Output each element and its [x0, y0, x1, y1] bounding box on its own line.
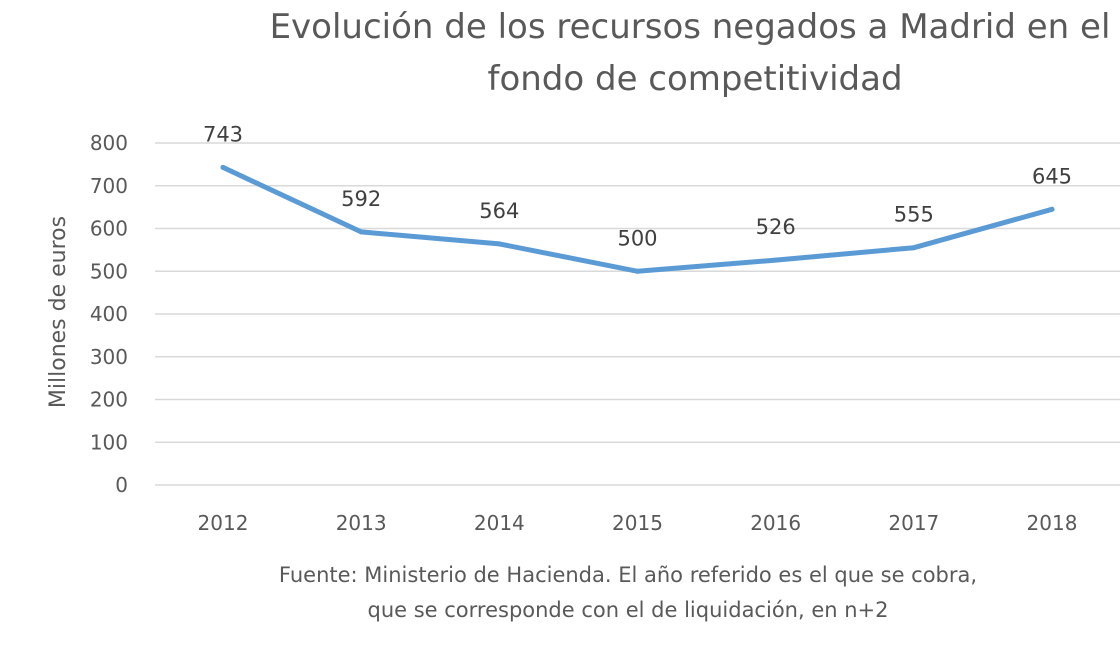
source-note-line-1: Fuente: Ministerio de Hacienda. El año r…	[279, 563, 977, 587]
x-tick-label: 2013	[336, 511, 387, 535]
data-point	[911, 245, 917, 251]
y-axis-ticks: 0 100 200 300 400 500 600 700 800	[90, 131, 128, 497]
data-point	[773, 257, 779, 263]
data-label: 564	[479, 199, 519, 223]
y-tick-label: 200	[90, 388, 128, 412]
data-point	[496, 241, 502, 247]
data-label: 500	[617, 226, 657, 250]
data-point	[358, 229, 364, 235]
x-tick-label: 2012	[198, 511, 249, 535]
chart-title-line-1: Evolución de los recursos negados a Madr…	[270, 7, 1111, 47]
x-tick-label: 2016	[750, 511, 801, 535]
y-tick-label: 800	[90, 131, 128, 155]
source-note-line-2: que se corresponde con el de liquidación…	[367, 598, 888, 622]
gridlines	[155, 142, 1120, 486]
x-tick-label: 2017	[888, 511, 939, 535]
y-tick-label: 600	[90, 217, 128, 241]
x-tick-label: 2015	[612, 511, 663, 535]
data-label: 592	[341, 187, 381, 211]
y-tick-label: 100	[90, 430, 128, 454]
data-point	[635, 268, 640, 274]
data-point	[220, 164, 226, 170]
y-tick-label: 700	[90, 174, 128, 198]
series-group	[220, 164, 1055, 274]
source-note: Fuente: Ministerio de Hacienda. El año r…	[279, 563, 977, 622]
data-label: 645	[1032, 164, 1072, 188]
y-axis-title: Millones de euros	[46, 216, 71, 408]
data-label: 555	[894, 203, 934, 227]
x-tick-label: 2014	[474, 511, 525, 535]
data-label: 743	[203, 122, 243, 146]
data-point	[1049, 206, 1055, 212]
x-axis-ticks: 2012 2013 2014 2015 2016 2017 2018	[198, 511, 1078, 535]
y-tick-label: 500	[90, 259, 128, 283]
data-label: 526	[756, 215, 796, 239]
y-tick-label: 0	[115, 473, 128, 497]
chart-title-line-2: fondo de competitividad	[487, 59, 902, 99]
x-tick-label: 2018	[1027, 511, 1078, 535]
chart-title-group: Evolución de los recursos negados a Madr…	[270, 7, 1111, 99]
y-tick-label: 400	[90, 302, 128, 326]
data-labels: 743 592 564 500 526 555 645	[203, 122, 1072, 250]
y-tick-label: 300	[90, 345, 128, 369]
